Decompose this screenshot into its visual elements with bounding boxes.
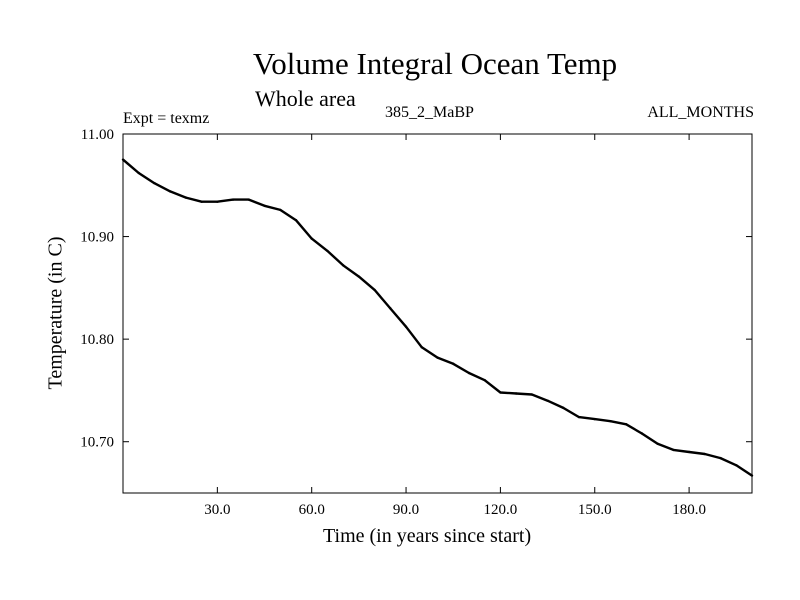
data-point	[703, 452, 707, 456]
data-point	[735, 464, 738, 467]
data-point	[294, 218, 298, 222]
x-tick-label: 90.0	[393, 502, 419, 518]
x-tick-label: 120.0	[484, 502, 518, 518]
data-point	[231, 198, 235, 201]
data-point	[719, 456, 722, 460]
data-point	[326, 249, 329, 253]
data-point	[687, 450, 691, 454]
data-point	[452, 362, 455, 365]
x-tick-label: 30.0	[204, 502, 230, 518]
series-line	[122, 158, 753, 477]
y-tick-label: 10.80	[80, 332, 114, 348]
data-point	[216, 200, 219, 203]
data-point	[137, 171, 140, 175]
series-layer	[121, 158, 754, 477]
data-point	[404, 325, 408, 329]
data-point	[389, 307, 392, 310]
experiment-label: Expt = texmz	[123, 110, 210, 127]
data-point	[420, 346, 423, 349]
data-point	[153, 182, 156, 185]
data-point	[467, 371, 471, 375]
data-point	[373, 288, 376, 292]
data-point	[483, 378, 486, 382]
data-point	[357, 275, 361, 278]
run-label: 385_2_MaBP	[385, 104, 474, 121]
x-tick-label: 150.0	[578, 502, 612, 518]
data-point	[750, 474, 754, 477]
data-point	[530, 393, 534, 396]
x-tick-label: 180.0	[672, 502, 706, 518]
data-point	[640, 432, 644, 435]
data-point	[609, 420, 612, 423]
data-point	[436, 356, 439, 359]
data-point	[279, 208, 282, 212]
plot-frame	[122, 133, 753, 494]
data-point	[672, 448, 675, 452]
data-point	[656, 442, 659, 445]
x-tick-label: 60.0	[299, 502, 325, 518]
chart-title: Volume Integral Ocean Temp	[252, 46, 618, 81]
data-point	[577, 415, 581, 419]
data-point	[562, 406, 565, 410]
data-point	[247, 198, 250, 201]
data-point	[593, 417, 596, 421]
chart-subtitle: Whole area	[255, 86, 356, 111]
data-point	[121, 158, 125, 161]
y-tick-label: 10.70	[80, 435, 114, 451]
data-point	[184, 196, 188, 199]
data-point	[499, 391, 502, 394]
data-point	[168, 190, 172, 193]
data-point	[310, 237, 313, 240]
y-tick-label: 10.90	[80, 230, 114, 246]
data-point	[625, 423, 628, 426]
x-axis-label: Time (in years since start)	[323, 525, 532, 547]
axis-ticks: 30.0 60.0 90.0 120.0 150.0 180.0 10.70 10.80 10.…	[80, 127, 752, 518]
data-point	[263, 204, 266, 207]
data-point	[341, 264, 345, 267]
y-tick-label: 11.00	[81, 127, 114, 143]
data-point	[514, 392, 518, 395]
data-point	[200, 200, 203, 203]
data-point	[546, 399, 549, 402]
period-label: ALL_MONTHS	[647, 104, 754, 121]
